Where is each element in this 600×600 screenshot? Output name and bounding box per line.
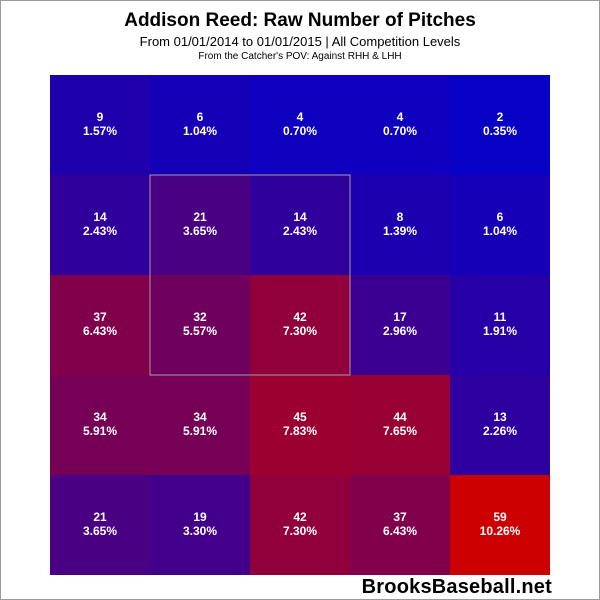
- chart-title: Addison Reed: Raw Number of Pitches: [124, 10, 476, 31]
- heatmap-cell-r4-c3: [350, 475, 450, 575]
- cell-percent-r2-c3: 2.96%: [383, 324, 417, 338]
- heatmap-cell-r1-c1: [150, 175, 250, 275]
- cell-count-r3-c4: 13: [493, 410, 507, 424]
- heatmap-cell-r2-c0: [50, 275, 150, 375]
- heatmap-cell-r3-c3: [350, 375, 450, 475]
- cell-percent-r4-c2: 7.30%: [283, 524, 317, 538]
- cell-count-r3-c2: 45: [293, 410, 307, 424]
- cell-count-r2-c1: 32: [193, 310, 207, 324]
- cell-percent-r1-c4: 1.04%: [483, 224, 517, 238]
- cell-percent-r4-c4: 10.26%: [480, 524, 521, 538]
- cell-count-r2-c4: 11: [494, 310, 507, 324]
- cell-percent-r1-c2: 2.43%: [283, 224, 317, 238]
- heatmap-cell-r2-c2: [250, 275, 350, 375]
- cell-count-r3-c0: 34: [93, 410, 107, 424]
- chart-subtitle: From 01/01/2014 to 01/01/2015 | All Comp…: [139, 34, 461, 49]
- heatmap-cell-r1-c2: [250, 175, 350, 275]
- cell-percent-r0-c3: 0.70%: [383, 124, 417, 138]
- heatmap-cell-r3-c1: [150, 375, 250, 475]
- cell-count-r4-c3: 37: [393, 510, 407, 524]
- heatmap-cell-r3-c4: [450, 375, 550, 475]
- cell-count-r4-c1: 19: [193, 510, 207, 524]
- cell-percent-r2-c1: 5.57%: [183, 324, 217, 338]
- heatmap-cell-r0-c1: [150, 75, 250, 175]
- heatmap-cell-r4-c4: [450, 475, 550, 575]
- cell-percent-r2-c4: 1.91%: [483, 324, 517, 338]
- cell-count-r3-c1: 34: [193, 410, 207, 424]
- heatmap-cell-r2-c1: [150, 275, 250, 375]
- cell-percent-r0-c0: 1.57%: [83, 124, 117, 138]
- heatmap-cell-r3-c2: [250, 375, 350, 475]
- heatmap-cell-r4-c1: [150, 475, 250, 575]
- cell-count-r2-c0: 37: [93, 310, 107, 324]
- cell-percent-r0-c1: 1.04%: [183, 124, 217, 138]
- strike-zone-outline: [149, 174, 351, 376]
- cell-count-r3-c3: 44: [393, 410, 407, 424]
- cell-percent-r4-c1: 3.30%: [183, 524, 217, 538]
- cell-count-r4-c0: 21: [93, 510, 107, 524]
- cell-count-r1-c2: 14: [293, 210, 307, 224]
- brand-footer: BrooksBaseball.net: [361, 576, 552, 598]
- heatmap-cell-r0-c3: [350, 75, 450, 175]
- heatmap-cell-r1-c4: [450, 175, 550, 275]
- heatmap-cell-r2-c3: [350, 275, 450, 375]
- cell-count-r1-c4: 6: [497, 210, 504, 224]
- cell-count-r4-c2: 42: [293, 510, 307, 524]
- cell-count-r0-c0: 9: [97, 110, 104, 124]
- cell-count-r1-c1: 21: [193, 210, 207, 224]
- cell-percent-r0-c2: 0.70%: [283, 124, 317, 138]
- cell-percent-r2-c0: 6.43%: [83, 324, 117, 338]
- cell-count-r2-c2: 42: [293, 310, 307, 324]
- heatmap-cell-r3-c0: [50, 375, 150, 475]
- cell-percent-r4-c0: 3.65%: [83, 524, 117, 538]
- cell-percent-r0-c4: 0.35%: [483, 124, 517, 138]
- heatmap-cell-r0-c0: [50, 75, 150, 175]
- cell-count-r4-c4: 59: [493, 510, 507, 524]
- heatmap-cell-r1-c3: [350, 175, 450, 275]
- cell-count-r2-c3: 17: [393, 310, 407, 324]
- heatmap-cell-r2-c4: [450, 275, 550, 375]
- cell-percent-r3-c4: 2.26%: [483, 424, 517, 438]
- cell-percent-r1-c1: 3.65%: [183, 224, 217, 238]
- cell-percent-r3-c1: 5.91%: [183, 424, 217, 438]
- cell-count-r1-c3: 8: [397, 210, 404, 224]
- cell-percent-r1-c3: 1.39%: [383, 224, 417, 238]
- cell-count-r0-c3: 4: [397, 110, 404, 124]
- chart-caption: From the Catcher's POV: Against RHH & LH…: [198, 51, 402, 62]
- heatmap-cell-r0-c2: [250, 75, 350, 175]
- cell-percent-r3-c3: 7.65%: [383, 424, 417, 438]
- heatmap-cell-r0-c4: [450, 75, 550, 175]
- cell-percent-r3-c0: 5.91%: [83, 424, 117, 438]
- heatmap-cell-r4-c0: [50, 475, 150, 575]
- cell-percent-r2-c2: 7.30%: [283, 324, 317, 338]
- cell-percent-r1-c0: 2.43%: [83, 224, 117, 238]
- heatmap-cell-r1-c0: [50, 175, 150, 275]
- cell-count-r0-c1: 6: [197, 110, 204, 124]
- cell-count-r0-c4: 2: [497, 110, 504, 124]
- cell-percent-r4-c3: 6.43%: [383, 524, 417, 538]
- heatmap-cell-r4-c2: [250, 475, 350, 575]
- cell-count-r1-c0: 14: [93, 210, 107, 224]
- cell-count-r0-c2: 4: [297, 110, 304, 124]
- cell-percent-r3-c2: 7.83%: [283, 424, 317, 438]
